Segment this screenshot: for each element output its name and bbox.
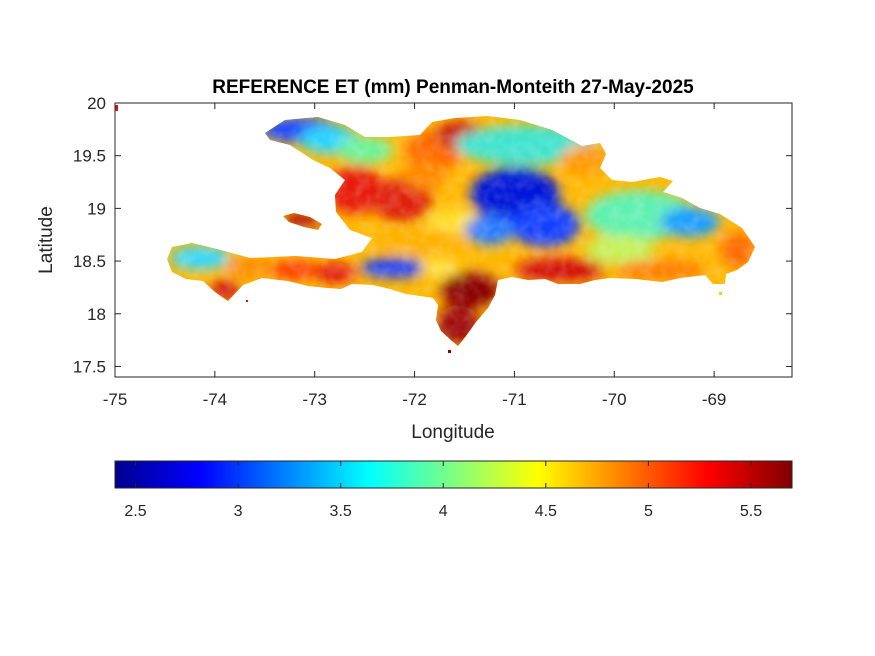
x-tick-label: -72 bbox=[402, 390, 427, 409]
map-title: REFERENCE ET (mm) Penman-Monteith 27-May… bbox=[212, 77, 694, 98]
x-tick-label: -75 bbox=[103, 390, 128, 409]
x-tick-label: -69 bbox=[702, 390, 727, 409]
colorbar bbox=[114, 460, 793, 489]
colorbar-tick-label: 3 bbox=[234, 503, 243, 520]
x-axis-label: Longitude bbox=[411, 422, 494, 443]
colorbar-tick-label: 4.5 bbox=[535, 503, 557, 520]
x-tick-label: -71 bbox=[502, 390, 527, 409]
x-tick-label: -70 bbox=[602, 390, 627, 409]
colorbar-tick-label: 3.5 bbox=[330, 503, 352, 520]
speckle bbox=[115, 105, 118, 111]
y-tick-label: 19.5 bbox=[73, 147, 106, 166]
y-tick-label: 18.5 bbox=[73, 252, 106, 271]
y-tick-label: 17.5 bbox=[73, 357, 106, 376]
colorbar-tick-label: 2.5 bbox=[124, 503, 146, 520]
y-axis: 20 19.5 19 18.5 18 17.5 bbox=[73, 94, 792, 376]
colorbar-tick-label: 4 bbox=[439, 503, 448, 520]
speckle bbox=[448, 350, 451, 353]
y-axis-label: Latitude bbox=[36, 206, 57, 274]
x-tick-label: -73 bbox=[302, 390, 327, 409]
y-tick-label: 19 bbox=[87, 199, 106, 218]
y-tick-label: 20 bbox=[87, 94, 106, 113]
speckle bbox=[719, 292, 722, 295]
y-tick-label: 18 bbox=[87, 305, 106, 324]
colorbar-tick-label: 5 bbox=[644, 503, 653, 520]
speckle bbox=[246, 300, 248, 302]
colorbar-ticks: 2.5 3 3.5 4 4.5 5 5.5 bbox=[124, 461, 762, 520]
x-axis: -75 -74 -73 -72 -71 -70 -69 bbox=[103, 103, 727, 409]
colorbar-tick-label: 5.5 bbox=[740, 503, 762, 520]
x-tick-label: -74 bbox=[203, 390, 228, 409]
